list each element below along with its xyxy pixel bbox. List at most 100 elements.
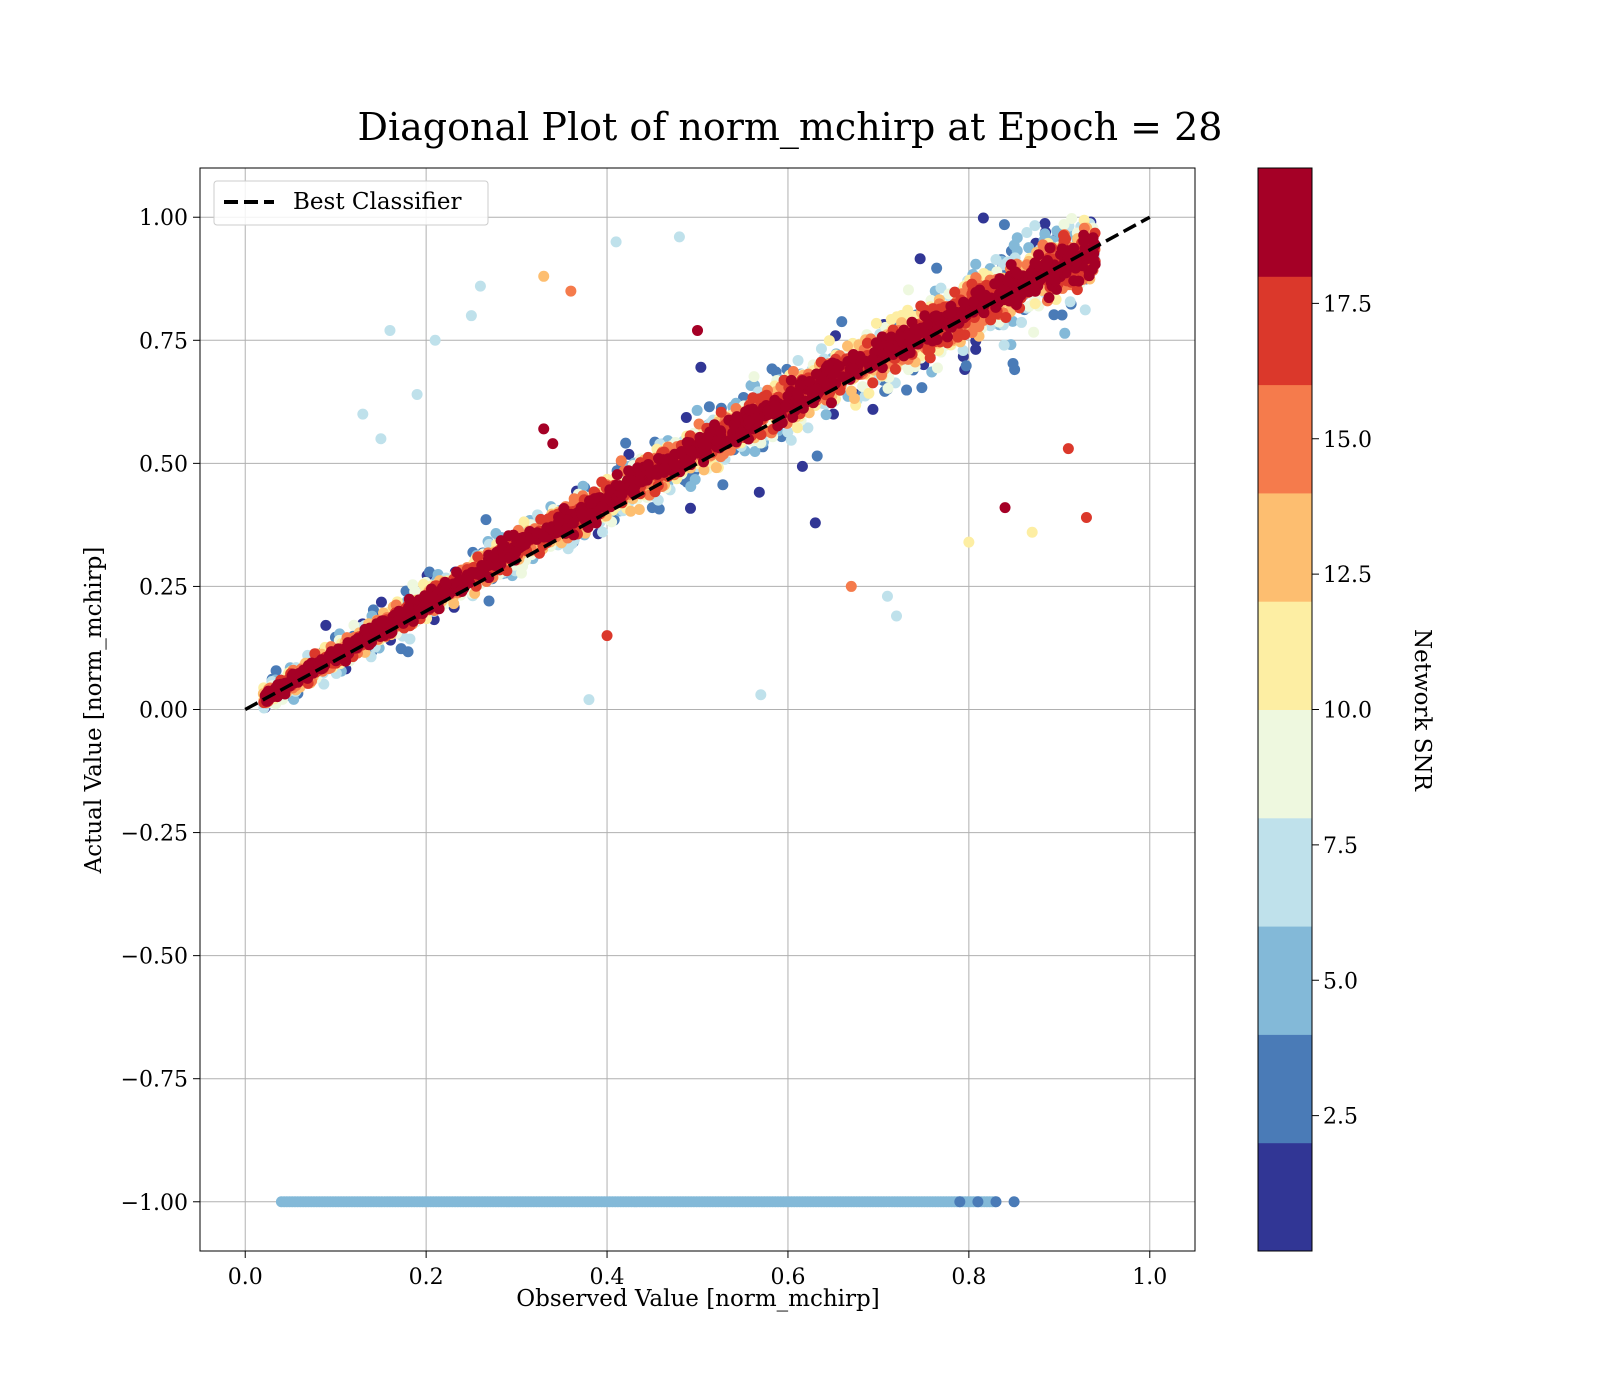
scatter-point: [472, 551, 484, 563]
scatter-point: [753, 486, 765, 498]
scatter-point: [957, 344, 969, 356]
scatter-point: [931, 362, 943, 374]
scatter-point: [411, 388, 423, 400]
scatter-point: [1021, 226, 1033, 238]
scatter-point: [568, 493, 580, 505]
scatter-point: [710, 462, 722, 474]
scatter-point: [885, 331, 897, 343]
scatter-point: [804, 376, 816, 388]
scatter-point: [949, 286, 961, 298]
scatter-point: [646, 502, 658, 514]
scatter-point: [845, 580, 857, 592]
scatter-point: [891, 610, 902, 622]
scatter-point: [1058, 219, 1070, 231]
scatter-point: [916, 382, 928, 394]
scatter-point: [792, 354, 804, 366]
scatter-point: [863, 387, 875, 399]
scatter-point: [889, 363, 901, 375]
scatter-point: [787, 366, 799, 378]
scatter-point: [914, 253, 926, 265]
scatter-point: [538, 270, 550, 282]
scatter-point: [1016, 316, 1028, 328]
scatter-point: [954, 1196, 966, 1208]
scatter-point: [785, 434, 797, 446]
scatter-point: [845, 385, 857, 397]
scatter-point: [901, 384, 913, 396]
scatter-point: [1029, 298, 1041, 310]
scatter-point: [583, 694, 595, 706]
scatter-point: [684, 502, 696, 514]
scatter-point: [960, 360, 972, 372]
scatter-point: [931, 262, 943, 274]
scatter-point: [963, 536, 975, 548]
scatter-point: [1039, 228, 1051, 240]
scatter-point: [1056, 309, 1068, 321]
scatter-point: [796, 460, 808, 472]
scatter-point: [590, 517, 602, 529]
scatter-point: [695, 361, 707, 373]
scatter-point: [820, 409, 832, 421]
scatter-point: [601, 630, 613, 642]
scatter-point: [977, 212, 989, 224]
scatter-point: [633, 504, 645, 516]
scatter-point: [1066, 212, 1078, 224]
scatter-point: [480, 514, 492, 526]
scatter-point: [623, 448, 635, 460]
scatter-point: [809, 517, 821, 529]
scatter-point: [625, 505, 637, 517]
scatter-point: [811, 450, 823, 462]
scatter-point: [483, 595, 495, 607]
scatter-point: [691, 404, 703, 416]
scatter-point: [990, 1196, 1002, 1208]
scatter-point: [970, 343, 982, 355]
scatter-point: [1059, 327, 1071, 339]
scatter-point: [465, 310, 477, 322]
scatter-point: [1048, 309, 1060, 321]
scatter-point: [970, 258, 982, 270]
scatter-point: [941, 331, 953, 343]
scatter-point: [318, 678, 330, 690]
scatter-point: [836, 316, 848, 328]
scatter-point: [990, 253, 1002, 265]
scatter-point: [270, 665, 282, 677]
scatter-point: [1064, 296, 1076, 308]
scatter-point: [1080, 512, 1092, 524]
scatter-point: [615, 455, 627, 467]
scatter-point: [565, 285, 577, 297]
scatter-point: [791, 422, 803, 434]
scatter-point: [823, 335, 835, 347]
scatter-point: [717, 479, 729, 491]
scatter-point: [1071, 284, 1083, 296]
scatter-point: [375, 596, 387, 608]
scatter-point: [395, 643, 407, 655]
scatter-point: [952, 331, 964, 343]
scatter-point: [730, 402, 742, 414]
scatter-point: [423, 566, 435, 578]
scatter-point: [842, 340, 854, 352]
scatter-point: [384, 324, 396, 336]
scatter-point: [745, 380, 757, 392]
scatter-point: [1029, 220, 1041, 232]
scatter-point: [407, 579, 419, 591]
scatter-point: [885, 313, 897, 325]
scatter-point: [870, 317, 882, 329]
scatter-point: [867, 377, 879, 389]
scatter-point: [518, 516, 530, 528]
scatter-point: [1058, 230, 1070, 242]
chart-title: Diagonal Plot of norm_mchirp at Epoch = …: [358, 105, 1223, 150]
scatter-point: [1023, 242, 1035, 254]
scatter-point: [802, 422, 814, 434]
scatter-point: [448, 598, 460, 610]
scatter-point: [972, 1196, 984, 1208]
scatter-point: [1028, 326, 1040, 338]
scatter-point: [755, 689, 767, 701]
scatter-point: [1079, 304, 1091, 316]
scatter-point: [998, 219, 1010, 231]
scatter-point: [474, 280, 486, 292]
scatter-point: [703, 401, 715, 413]
scatter-point: [429, 334, 441, 346]
scatter-point: [515, 567, 527, 579]
scatter-point: [915, 300, 927, 312]
scatter-point: [978, 307, 990, 319]
scatter-point: [673, 231, 685, 243]
